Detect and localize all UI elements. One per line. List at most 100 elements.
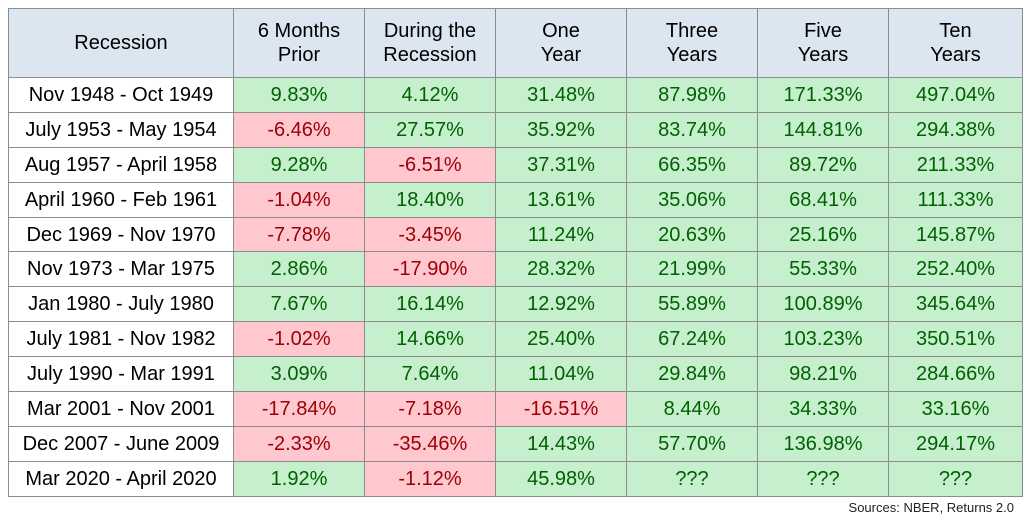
return-value-cell: 29.84% — [626, 356, 758, 393]
return-value-cell: 28.32% — [495, 251, 627, 288]
recession-period-cell: Jan 1980 - July 1980 — [8, 286, 234, 323]
recession-period-cell: Dec 1969 - Nov 1970 — [8, 216, 234, 253]
return-value-cell: -35.46% — [364, 425, 496, 462]
recession-period-cell: Dec 2007 - June 2009 — [8, 425, 234, 462]
recession-period-cell: Mar 2001 - Nov 2001 — [8, 391, 234, 427]
header-row: Recession 6 Months Prior During the Rece… — [8, 8, 1023, 78]
return-value-cell: 35.92% — [495, 111, 627, 148]
return-value-cell: 98.21% — [757, 356, 889, 393]
table-body: Nov 1948 - Oct 1949 9.83% 4.12% 31.48% 87.98… — [8, 77, 1023, 497]
table-row: July 1953 - May 1954 -6.46% 27.57% 35.92% 83… — [8, 111, 1023, 148]
return-value-cell: 21.99% — [626, 251, 758, 288]
return-value-cell: 45.98% — [495, 460, 627, 497]
recession-period-cell: Nov 1973 - Mar 1975 — [8, 251, 234, 288]
return-value-cell: 7.67% — [233, 286, 365, 323]
return-value-cell: -3.45% — [364, 216, 496, 253]
return-value-cell: 136.98% — [757, 425, 889, 462]
return-value-cell: 103.23% — [757, 321, 889, 358]
recession-period-cell: Nov 1948 - Oct 1949 — [8, 77, 234, 113]
return-value-cell: 18.40% — [364, 181, 496, 218]
return-value-cell: 25.40% — [495, 321, 627, 358]
return-value-cell: 68.41% — [757, 181, 889, 218]
return-value-cell: 7.64% — [364, 356, 496, 393]
return-value-cell: 111.33% — [888, 181, 1023, 218]
recession-returns-table-container: Recession 6 Months Prior During the Rece… — [8, 8, 1023, 497]
table-row: April 1960 - Feb 1961 -1.04% 18.40% 13.61% 3… — [8, 181, 1023, 218]
return-value-cell: 14.43% — [495, 425, 627, 462]
return-value-cell: 25.16% — [757, 216, 889, 253]
return-value-cell: 20.63% — [626, 216, 758, 253]
table-row: Mar 2001 - Nov 2001 -17.84% -7.18% -16.51% 8… — [8, 391, 1023, 427]
table-row: Dec 2007 - June 2009 -2.33% -35.46% 14.43% 5… — [8, 425, 1023, 462]
return-value-cell: 9.28% — [233, 146, 365, 183]
return-value-cell: 33.16% — [888, 391, 1023, 427]
table-row: July 1990 - Mar 1991 3.09% 7.64% 11.04% 29.8… — [8, 356, 1023, 393]
return-value-cell: 294.17% — [888, 425, 1023, 462]
header-during-recession: During the Recession — [364, 8, 496, 78]
source-note: Sources: NBER, Returns 2.0 — [848, 500, 1014, 515]
return-value-cell: 100.89% — [757, 286, 889, 323]
return-value-cell: 3.09% — [233, 356, 365, 393]
recession-period-cell: July 1990 - Mar 1991 — [8, 356, 234, 393]
return-value-cell: 11.24% — [495, 216, 627, 253]
return-value-cell: 4.12% — [364, 77, 496, 113]
return-value-cell: 252.40% — [888, 251, 1023, 288]
return-value-cell: 87.98% — [626, 77, 758, 113]
return-value-cell: -2.33% — [233, 425, 365, 462]
recession-returns-table: Recession 6 Months Prior During the Rece… — [8, 8, 1023, 497]
return-value-cell: -17.90% — [364, 251, 496, 288]
return-value-cell: 345.64% — [888, 286, 1023, 323]
return-value-cell: 145.87% — [888, 216, 1023, 253]
return-value-cell: 31.48% — [495, 77, 627, 113]
return-value-cell: ??? — [888, 460, 1023, 497]
return-value-cell: 2.86% — [233, 251, 365, 288]
recession-period-cell: Aug 1957 - April 1958 — [8, 146, 234, 183]
return-value-cell: 37.31% — [495, 146, 627, 183]
recession-period-cell: July 1981 - Nov 1982 — [8, 321, 234, 358]
table-row: Jan 1980 - July 1980 7.67% 16.14% 12.92% 55.… — [8, 286, 1023, 323]
return-value-cell: -6.51% — [364, 146, 496, 183]
table-row: Mar 2020 - April 2020 1.92% -1.12% 45.98%??… — [8, 460, 1023, 497]
return-value-cell: 171.33% — [757, 77, 889, 113]
recession-period-cell: April 1960 - Feb 1961 — [8, 181, 234, 218]
return-value-cell: -7.18% — [364, 391, 496, 427]
return-value-cell: 12.92% — [495, 286, 627, 323]
return-value-cell: 211.33% — [888, 146, 1023, 183]
header-one-year: One Year — [495, 8, 627, 78]
return-value-cell: 89.72% — [757, 146, 889, 183]
table-row: Nov 1948 - Oct 1949 9.83% 4.12% 31.48% 87.98… — [8, 77, 1023, 113]
return-value-cell: 13.61% — [495, 181, 627, 218]
return-value-cell: 35.06% — [626, 181, 758, 218]
return-value-cell: 1.92% — [233, 460, 365, 497]
return-value-cell: -1.04% — [233, 181, 365, 218]
return-value-cell: 34.33% — [757, 391, 889, 427]
return-value-cell: 14.66% — [364, 321, 496, 358]
return-value-cell: 83.74% — [626, 111, 758, 148]
return-value-cell: 55.33% — [757, 251, 889, 288]
return-value-cell: 67.24% — [626, 321, 758, 358]
header-three-years: Three Years — [626, 8, 758, 78]
table-row: Aug 1957 - April 1958 9.28% -6.51% 37.31% 66… — [8, 146, 1023, 183]
return-value-cell: 294.38% — [888, 111, 1023, 148]
header-ten-years: Ten Years — [888, 8, 1023, 78]
header-6-months-prior: 6 Months Prior — [233, 8, 365, 78]
return-value-cell: 16.14% — [364, 286, 496, 323]
return-value-cell: 284.66% — [888, 356, 1023, 393]
return-value-cell: 8.44% — [626, 391, 758, 427]
recession-period-cell: July 1953 - May 1954 — [8, 111, 234, 148]
return-value-cell: -1.12% — [364, 460, 496, 497]
return-value-cell: ??? — [626, 460, 758, 497]
return-value-cell: -1.02% — [233, 321, 365, 358]
recession-period-cell: Mar 2020 - April 2020 — [8, 460, 234, 497]
return-value-cell: 144.81% — [757, 111, 889, 148]
table-row: Dec 1969 - Nov 1970 -7.78% -3.45% 11.24% 20.… — [8, 216, 1023, 253]
header-five-years: Five Years — [757, 8, 889, 78]
return-value-cell: 350.51% — [888, 321, 1023, 358]
return-value-cell: 27.57% — [364, 111, 496, 148]
return-value-cell: 497.04% — [888, 77, 1023, 113]
return-value-cell: 55.89% — [626, 286, 758, 323]
return-value-cell: -6.46% — [233, 111, 365, 148]
return-value-cell: 66.35% — [626, 146, 758, 183]
return-value-cell: -16.51% — [495, 391, 627, 427]
return-value-cell: -17.84% — [233, 391, 365, 427]
